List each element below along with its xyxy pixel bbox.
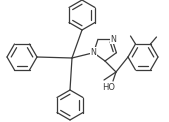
Text: N: N: [91, 48, 96, 57]
Text: N: N: [110, 35, 116, 44]
Text: HO: HO: [103, 83, 115, 92]
